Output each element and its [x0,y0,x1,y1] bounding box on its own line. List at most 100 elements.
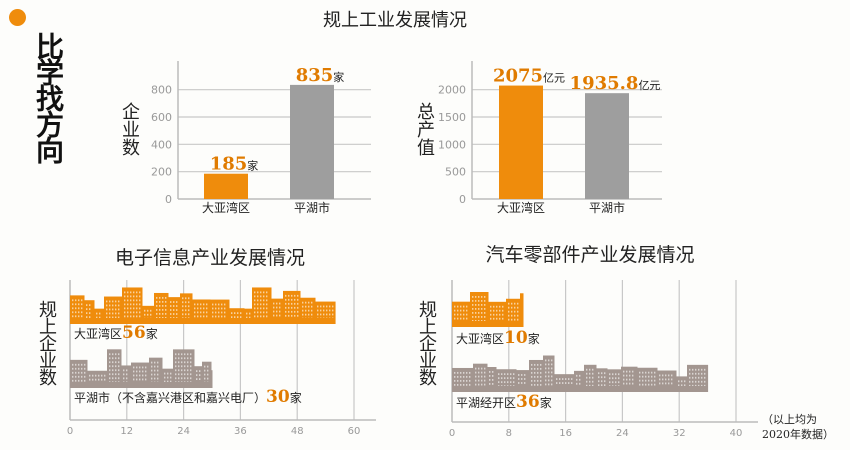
window [72,299,74,302]
window [127,295,129,298]
x-tick-label: 8 [506,428,512,439]
window [288,302,290,305]
window [106,312,108,315]
window [484,308,486,310]
window [540,367,542,370]
window [200,311,202,314]
window [257,307,259,310]
window [457,309,459,312]
window [139,374,141,377]
window [534,375,536,378]
window [639,379,641,382]
window [221,315,223,318]
building [300,297,316,324]
y-tick-label: 800 [151,84,172,97]
window [190,357,192,360]
window [147,309,149,312]
window [118,300,120,303]
window [320,305,322,308]
window [118,312,120,315]
window [514,314,516,317]
window [695,380,697,383]
window [662,378,664,381]
window [579,382,581,385]
window [89,316,91,319]
window [194,311,196,314]
bar-label: 平湖经开区36家 [456,392,552,412]
data-label: 185家 [210,154,259,175]
window [203,311,205,314]
window [326,313,328,316]
window [604,376,606,379]
window [490,313,492,316]
window [72,307,74,310]
window [576,382,578,385]
window [463,383,465,386]
window [184,373,186,376]
window [188,297,190,300]
window [472,316,474,318]
window [481,375,483,378]
window [692,368,694,371]
building [211,370,213,388]
window [164,376,166,379]
window [127,311,129,314]
window [291,310,293,313]
window [154,373,156,376]
window [136,378,138,381]
window [701,376,703,379]
window [323,305,325,308]
window [184,361,186,364]
building [194,366,203,388]
window [112,365,114,368]
window [200,303,202,306]
window [623,374,625,377]
window [540,383,542,386]
window [124,303,126,306]
window [517,310,519,313]
chart4-ylabel: 规上企业数 [416,300,437,385]
window [78,315,80,318]
window [133,315,135,318]
window [609,381,611,384]
window [534,371,536,374]
window [144,313,146,316]
window [320,313,322,316]
window [589,376,591,379]
window [466,371,468,374]
building [473,363,488,392]
window [176,313,178,315]
window [130,299,132,302]
window [478,383,480,386]
building [676,376,688,392]
window [112,353,114,356]
window [498,373,500,376]
window [207,377,209,380]
window [518,378,520,380]
window [517,302,519,305]
window [695,368,697,371]
window [478,371,480,374]
window [254,291,256,294]
window [72,375,74,378]
window [665,378,667,381]
window [279,314,281,317]
window [86,316,88,319]
data-label: 835家 [296,65,345,86]
window [615,381,617,384]
window [478,300,480,302]
window [531,367,533,370]
window [478,316,480,318]
window [178,377,180,380]
window [86,308,88,311]
window [84,379,86,382]
window [457,371,459,374]
window [601,380,603,383]
window [329,309,331,312]
window [263,291,265,294]
window [545,375,547,378]
window [218,315,220,318]
window [151,365,153,368]
window [81,299,83,302]
window [89,304,91,307]
